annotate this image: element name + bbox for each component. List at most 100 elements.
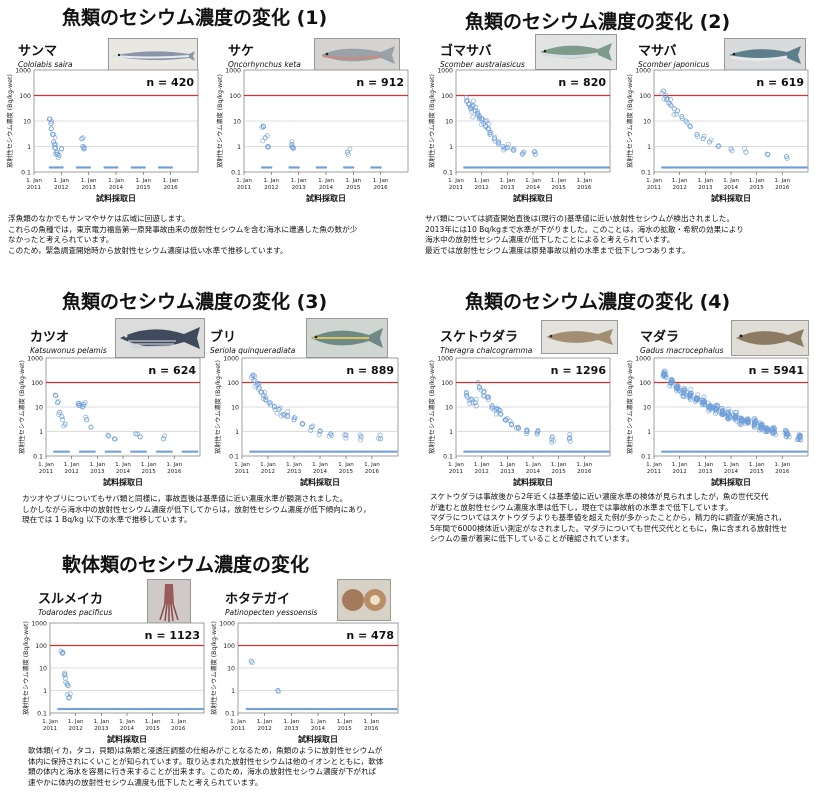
data-point — [533, 166, 536, 169]
species-sci: Scomber japonicus — [638, 60, 710, 69]
x-tick-label: 1. Jan — [646, 178, 662, 184]
data-point — [344, 149, 350, 155]
data-point — [59, 650, 65, 656]
x-tick-label: 1. Jan — [448, 178, 464, 184]
data-point — [378, 436, 384, 442]
data-point — [380, 450, 384, 453]
data-point — [260, 138, 266, 144]
data-point — [137, 166, 141, 169]
data-point — [679, 166, 682, 169]
data-point — [567, 438, 573, 444]
sanma-photo — [108, 38, 198, 72]
data-point — [783, 166, 786, 169]
data-point — [726, 166, 729, 169]
data-point — [337, 707, 340, 711]
data-point — [305, 707, 308, 711]
data-point — [551, 166, 554, 169]
data-point — [675, 166, 678, 169]
data-point — [781, 166, 785, 169]
data-point — [274, 410, 280, 416]
data-point — [792, 450, 795, 453]
data-point — [306, 707, 310, 711]
data-point — [756, 166, 759, 169]
desc-line: が進むと放射性セシウム濃度水準は低下し，現在では事故前の水準まで低下しています。 — [430, 502, 733, 512]
species-sci: Theragra chalcogramma — [440, 346, 533, 355]
x-tick-label: 2011 — [237, 185, 252, 191]
data-point — [515, 450, 518, 453]
data-point — [355, 707, 358, 711]
data-point — [774, 450, 777, 453]
data-point — [393, 450, 396, 453]
x-tick-label: 1. Jan — [749, 178, 765, 184]
data-point — [681, 450, 684, 453]
data-point — [348, 166, 351, 169]
data-point — [190, 707, 193, 711]
data-point — [64, 707, 67, 711]
data-point — [524, 428, 530, 433]
data-point — [520, 450, 524, 453]
data-point — [274, 707, 277, 711]
data-point — [549, 450, 552, 453]
data-point — [724, 166, 727, 169]
species-name: マダラ — [640, 330, 680, 345]
data-point — [358, 437, 364, 443]
data-point — [510, 166, 513, 169]
data-point — [78, 450, 82, 453]
species-label: スルメイカ Todarodes pacificus — [38, 588, 112, 617]
data-point — [675, 450, 678, 453]
x-tick-label: 2014 — [526, 469, 541, 475]
data-point — [130, 450, 133, 453]
data-point — [475, 450, 479, 453]
data-point — [134, 707, 137, 711]
data-point — [350, 707, 353, 711]
x-tick-label: 2016 — [577, 469, 592, 475]
chart-hotategai: 1000 100 10 1 0.1 放射性セシウム濃度 (Bq/kg-wet) 1. Jan… — [210, 621, 399, 744]
data-point — [332, 450, 335, 453]
data-point — [508, 450, 511, 453]
data-point — [261, 450, 265, 453]
species-sci: Scomber australasicus — [440, 60, 525, 69]
x-tick-label: 1. Jan — [145, 719, 161, 725]
x-tick-label: 1. Jan — [749, 462, 765, 468]
data-point — [773, 432, 779, 438]
y-tick-label: 100 — [223, 643, 235, 650]
data-point — [299, 450, 303, 453]
data-point — [355, 450, 358, 453]
y-tick-label: 10 — [39, 666, 47, 673]
data-point — [359, 707, 362, 711]
data-point — [740, 450, 743, 453]
data-point — [470, 104, 475, 109]
data-point — [503, 145, 509, 151]
y-tick-label: 10 — [35, 405, 43, 412]
data-point — [472, 450, 475, 453]
data-point — [567, 166, 570, 169]
data-point — [673, 166, 677, 169]
data-point — [139, 166, 143, 169]
desc-line: 現在では 1 Bq/kg 以下の水準で推移しています。 — [22, 515, 192, 524]
data-point — [485, 397, 491, 403]
data-point — [357, 450, 360, 453]
data-point — [681, 166, 684, 169]
data-point — [110, 166, 114, 169]
data-point — [715, 450, 718, 453]
species-label: ホタテガイ Patinopecten yessoensis — [225, 588, 317, 617]
x-tick-label: 1. Jan — [230, 719, 246, 725]
data-point — [661, 96, 667, 102]
data-point — [201, 707, 204, 711]
data-point — [735, 450, 738, 453]
data-point — [364, 707, 367, 711]
data-point — [666, 166, 669, 169]
data-point — [183, 707, 186, 711]
data-point — [737, 422, 743, 427]
data-point — [767, 166, 770, 169]
data-point — [77, 707, 80, 711]
data-point — [783, 450, 786, 453]
desc-line: 速やかに体内の放射性セシウム濃度も低下したと考えられています。 — [28, 777, 263, 787]
data-point — [490, 166, 493, 169]
data-point — [91, 707, 94, 711]
data-point — [80, 450, 84, 453]
data-point — [717, 166, 720, 169]
x-tick-label: 2013 — [500, 469, 515, 475]
data-point — [360, 450, 364, 453]
data-point — [132, 707, 136, 711]
